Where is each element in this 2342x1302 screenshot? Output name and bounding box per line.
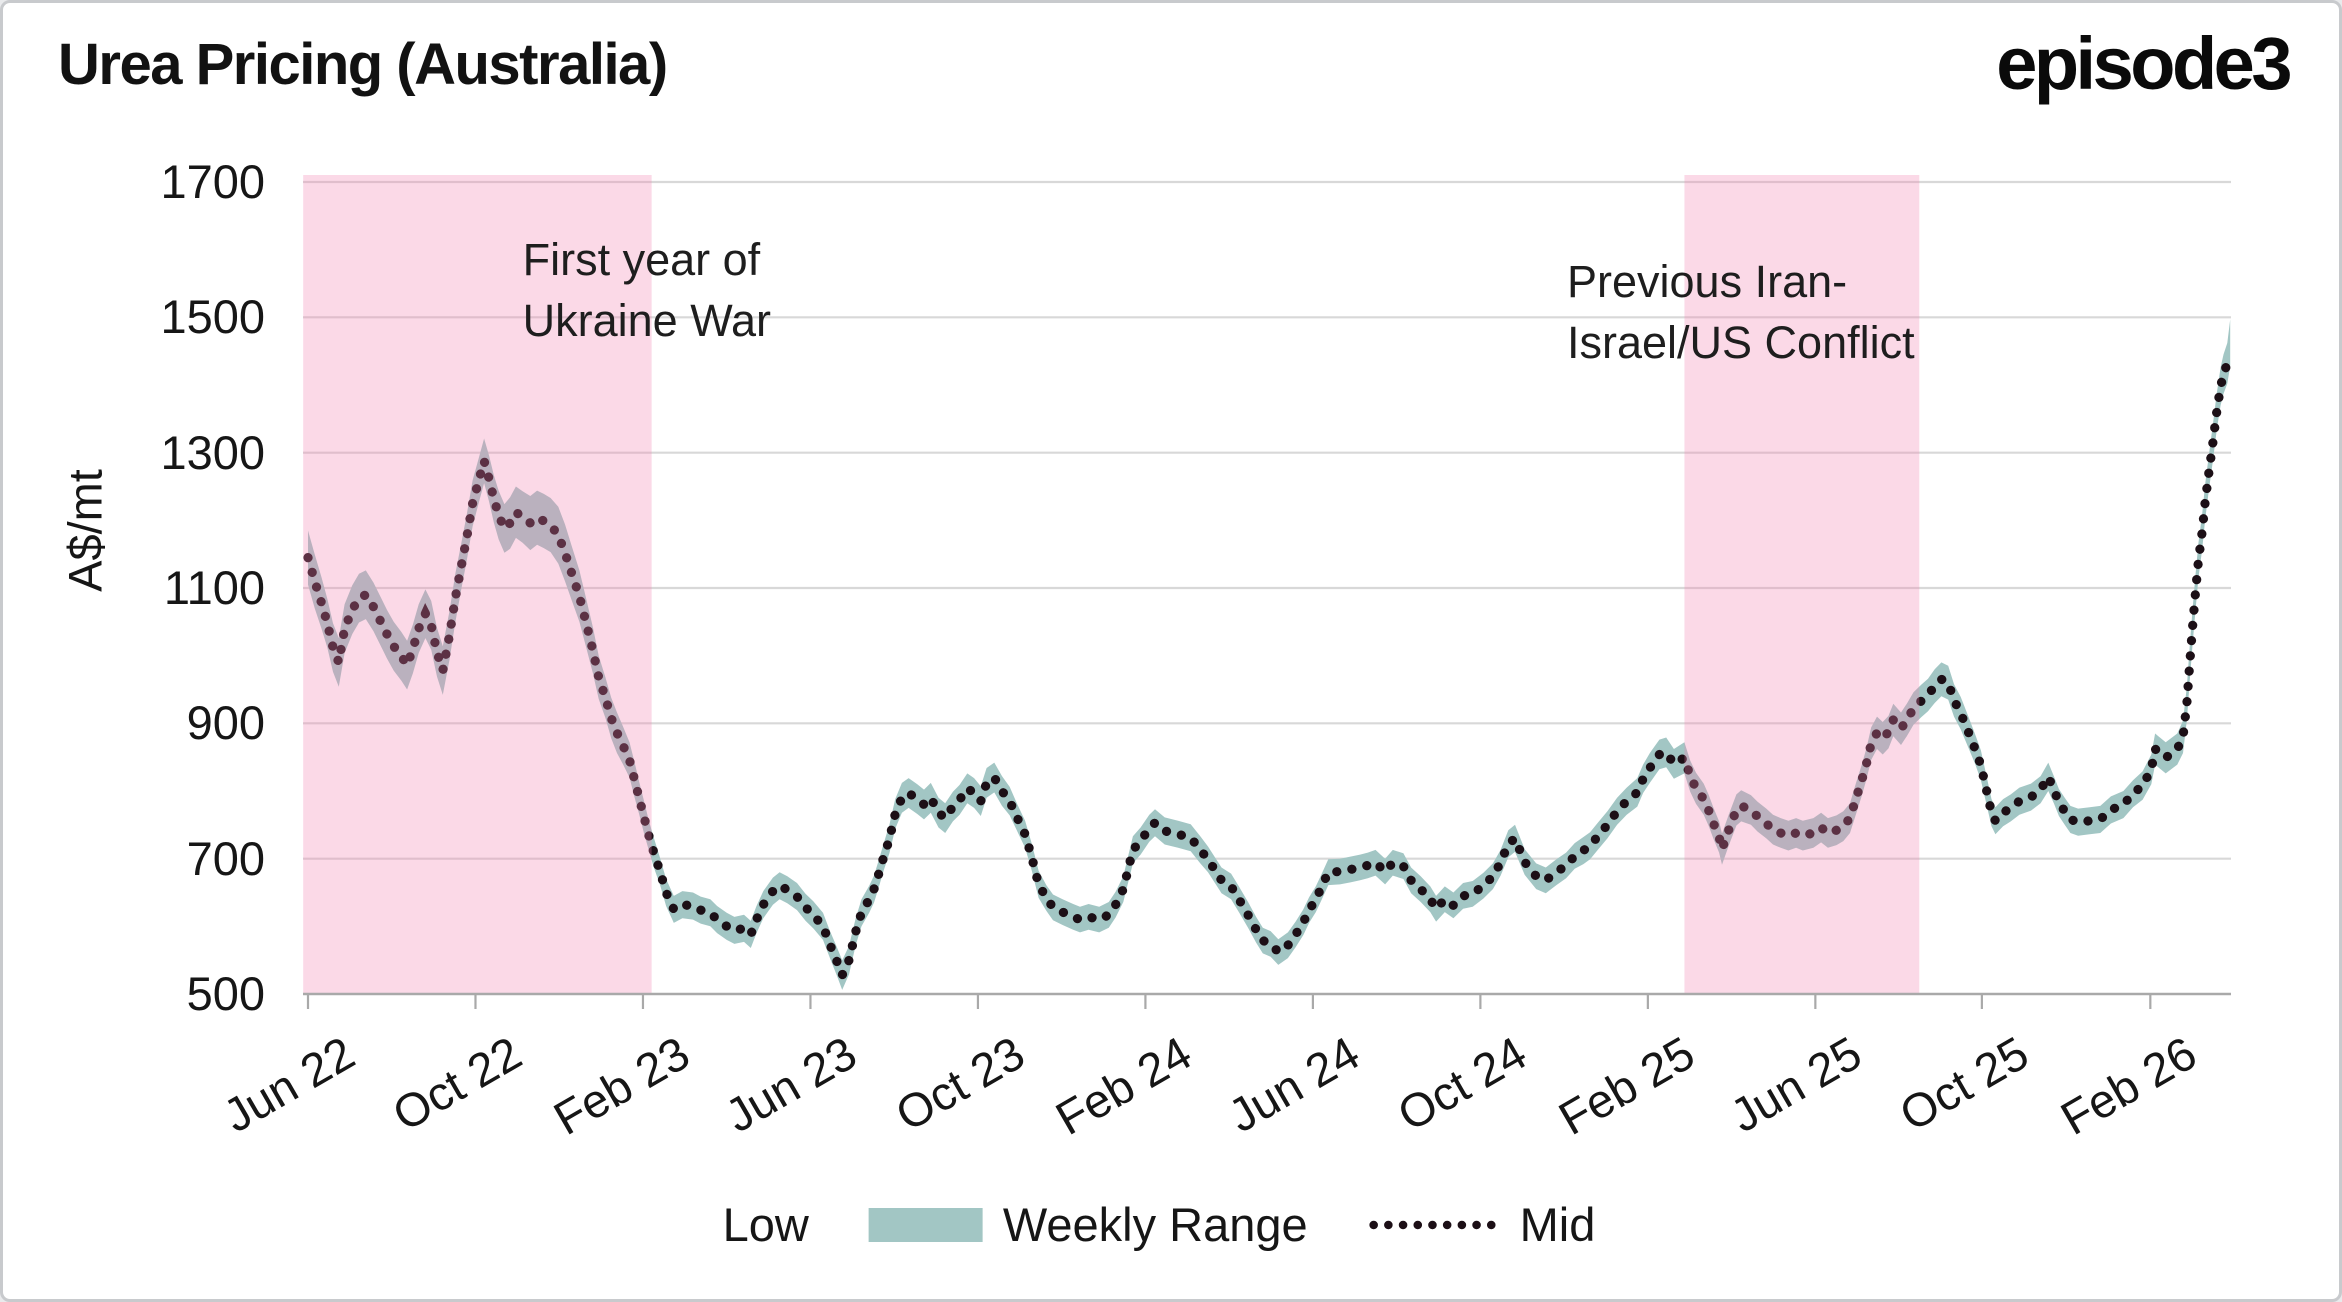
x-tick-label: Oct 22	[384, 1025, 531, 1141]
event-annotation-line: First year of	[522, 234, 761, 286]
x-tick-label: Jun 23	[716, 1025, 866, 1143]
event-annotation: First year of Ukraine War	[523, 229, 771, 351]
episode3-logo: episode3	[1996, 22, 2292, 105]
chart-legend: Low Weekly Range Mid	[723, 1197, 1596, 1252]
y-tick-label: 1100	[163, 561, 265, 614]
event-annotation-line: Israel/US Conflict	[1567, 317, 1915, 369]
x-tick-label: Feb 26	[2052, 1025, 2206, 1145]
y-tick-label: 1500	[160, 290, 265, 344]
event-shaded-region	[303, 175, 652, 994]
x-tick-label: Oct 24	[1388, 1025, 1536, 1141]
event-annotation-line: Ukraine War	[522, 295, 772, 347]
y-tick-label: 900	[186, 696, 265, 750]
x-tick-label: Feb 25	[1549, 1025, 1703, 1145]
x-tick-label: Oct 25	[1890, 1025, 2037, 1141]
y-tick-label: 1700	[160, 155, 265, 208]
page-title: Urea Pricing (Australia)	[58, 32, 668, 97]
legend-swatch-fill	[868, 1207, 983, 1242]
chart-plot-area	[303, 175, 2232, 1025]
legend-swatch-dotted	[1369, 1220, 1498, 1229]
x-tick-label: Feb 23	[544, 1025, 698, 1145]
x-tick-label: Feb 24	[1047, 1025, 1201, 1145]
y-tick-label: 500	[186, 967, 265, 1020]
event-annotation-line: Previous Iran-	[1567, 256, 1848, 308]
x-tick-label: Jun 24	[1219, 1025, 1368, 1143]
event-annotation: Previous Iran- Israel/US Conflict	[1567, 251, 1915, 373]
x-tick-label: Oct 23	[886, 1025, 1033, 1141]
legend-label: Low	[722, 1198, 809, 1251]
x-tick-label: Jun 25	[1721, 1025, 1871, 1143]
y-tick-label: 700	[186, 831, 265, 885]
legend-item-weekly-range: Weekly Range	[868, 1197, 1308, 1252]
legend-label: Weekly Range	[1002, 1198, 1308, 1251]
chart-canvas	[303, 175, 2232, 1009]
mid-dotted-line	[303, 358, 2232, 987]
event-shaded-region	[1684, 175, 1920, 994]
y-tick-label: 1300	[160, 425, 265, 479]
legend-item-low: Low	[723, 1197, 809, 1252]
legend-item-mid: Mid	[1368, 1197, 1596, 1252]
legend-label: Mid	[1519, 1198, 1596, 1251]
weekly-range-band	[308, 319, 2231, 990]
x-tick-label: Jun 22	[214, 1025, 363, 1143]
